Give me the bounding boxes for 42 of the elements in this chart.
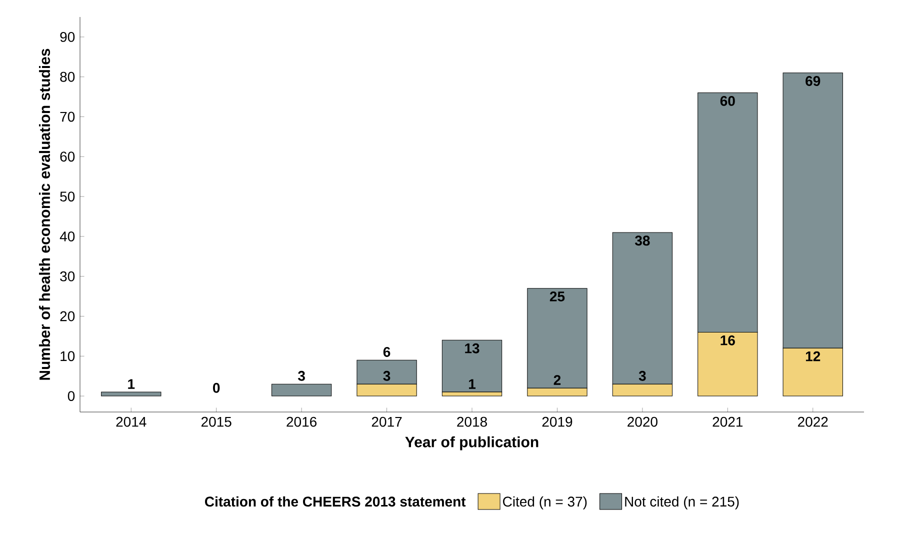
data-label: 3 xyxy=(383,370,390,381)
bar xyxy=(101,392,162,396)
y-tick-label: 80 xyxy=(60,72,75,82)
y-tick-label: 60 xyxy=(60,152,75,162)
x-tick-label: 2020 xyxy=(628,416,658,427)
y-tick-label: 20 xyxy=(60,311,75,322)
x-tick-label: 2019 xyxy=(542,416,572,427)
data-label: 3 xyxy=(298,370,305,381)
data-label: 6 xyxy=(383,347,390,357)
data-label: 1 xyxy=(468,379,476,389)
legend-label: Cited (n = 37) xyxy=(503,496,587,510)
x-tick-label: 2017 xyxy=(372,416,402,427)
x-tick-label: 2022 xyxy=(798,416,828,427)
y-tick-label: 50 xyxy=(60,192,75,202)
data-label: 2 xyxy=(554,375,561,385)
data-label: 0 xyxy=(213,382,220,393)
y-tick-label: 90 xyxy=(60,32,75,42)
data-label: 12 xyxy=(806,351,820,362)
data-label: 16 xyxy=(720,335,735,346)
x-tick-label: 2016 xyxy=(286,416,317,427)
x-tick-label: 2021 xyxy=(712,416,743,427)
bar xyxy=(271,384,332,396)
bar xyxy=(442,340,502,392)
data-label: 3 xyxy=(638,370,646,381)
x-axis-title: Year of publication xyxy=(405,436,538,450)
data-label: 25 xyxy=(550,292,565,302)
y-tick-label: 10 xyxy=(60,351,75,362)
x-tick-label: 2015 xyxy=(201,416,232,427)
y-tick-label: 40 xyxy=(60,231,75,242)
data-label: 38 xyxy=(634,236,650,246)
y-tick-label: 70 xyxy=(60,112,75,122)
legend-title: Citation of the CHEERS 2013 statement xyxy=(205,496,466,507)
legend-label: Not cited (n = 215) xyxy=(625,496,739,510)
y-tick-label: 30 xyxy=(60,271,75,282)
data-label: 69 xyxy=(806,76,820,86)
data-label: 60 xyxy=(720,96,735,106)
x-tick-label: 2018 xyxy=(457,416,487,427)
y-axis-title: Number of health economic evaluation studies xyxy=(39,48,50,380)
data-label: 1 xyxy=(128,379,135,389)
y-tick-label: 0 xyxy=(68,391,75,402)
x-tick-label: 2014 xyxy=(116,416,146,427)
data-label: 13 xyxy=(465,343,480,354)
